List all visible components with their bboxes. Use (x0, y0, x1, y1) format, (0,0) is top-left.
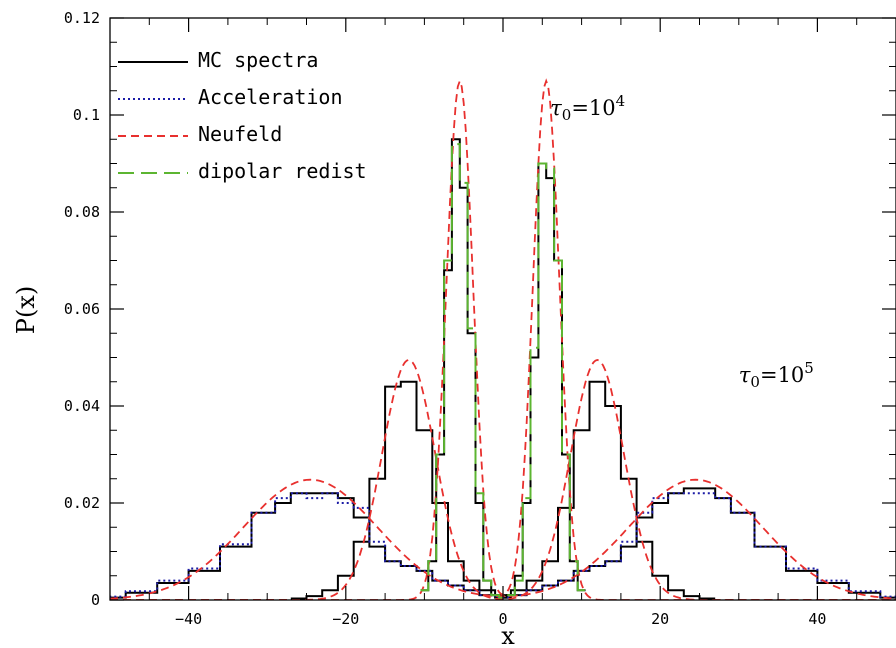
x-tick-label: 40 (808, 610, 826, 628)
y-tick-label: 0.08 (64, 203, 100, 221)
y-tick-label: 0.06 (64, 300, 100, 318)
legend-label: MC spectra (198, 48, 318, 72)
legend: MC spectra Acceleration Neufeld dipolar red… (118, 48, 367, 183)
x-tick-label: 20 (651, 610, 669, 628)
legend-label: dipolar redist (198, 159, 367, 183)
y-tick-label: 0.02 (64, 494, 100, 512)
x-tick-label: −40 (175, 610, 202, 628)
legend-label: Acceleration (198, 85, 343, 109)
y-tick-label: 0 (91, 591, 100, 609)
x-tick-label: 0 (498, 610, 507, 628)
tau-annotation: τ0=105 (739, 359, 814, 391)
series-mc-spectra-tau-1e6 (110, 487, 896, 599)
axes: −40 −20 0 20 40 0 0.02 0.04 0.06 0.08 0.1 0.12 (64, 9, 896, 628)
tau-annotation: τ0=104 (550, 92, 625, 124)
series-dipolar-redist-tau-1e4 (420, 143, 586, 599)
y-tick-label: 0.04 (64, 397, 100, 415)
series-acceleration-tau-1e6 (110, 492, 896, 599)
x-tick-label: −20 (332, 610, 359, 628)
y-tick-label: 0.1 (73, 106, 100, 124)
legend-label: Neufeld (198, 122, 282, 146)
x-axis-label: x (501, 622, 515, 648)
y-tick-label: 0.12 (64, 9, 100, 27)
y-axis-label: P(x) (12, 286, 40, 334)
